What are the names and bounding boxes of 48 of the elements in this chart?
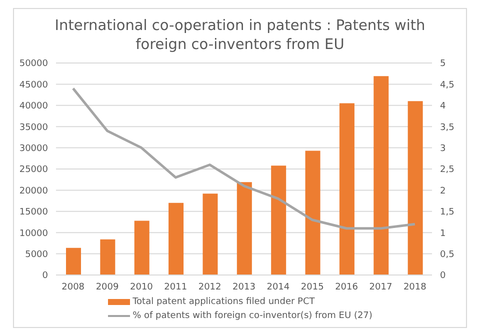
y2-tick-label: 0,5 — [440, 250, 454, 260]
y2-tick-label: 2,5 — [440, 165, 454, 176]
y2-tick-label: 4,5 — [440, 80, 454, 90]
chart-title: International co-operation in patents : Patents with foreign co-inventors from EU — [54, 17, 426, 55]
y2-tick-label: 2 — [440, 186, 446, 196]
x-tick-label: 2012 — [198, 282, 222, 292]
y2-tick-label: 5 — [440, 59, 446, 70]
bar — [236, 182, 252, 275]
x-tick-label: 2010 — [130, 282, 154, 292]
y-tick-label: 25000 — [19, 165, 48, 176]
line-series — [72, 87, 416, 230]
x-tick-label: 2017 — [369, 282, 392, 292]
legend-label: % of patents with foreign co-inventor(s) from EU (27) — [132, 310, 372, 323]
x-tick-label: 2008 — [62, 282, 85, 292]
bar — [374, 76, 389, 275]
y-tick-label: 40000 — [19, 102, 48, 112]
legend-label: Total patent applications filed under PCT — [132, 296, 315, 309]
bar — [271, 166, 286, 275]
y-tick-label: 30000 — [19, 144, 48, 154]
bar — [408, 101, 423, 275]
y2-tick-label: 3 — [440, 144, 446, 154]
bar — [339, 103, 354, 275]
y2-tick-label: 0 — [440, 271, 446, 282]
x-tick-label: 2011 — [164, 282, 188, 292]
bar — [100, 239, 116, 275]
x-tick-label: 2013 — [232, 282, 256, 292]
y2-tick-label: 1 — [440, 228, 446, 239]
bar — [305, 150, 320, 275]
y-tick-label: 15000 — [19, 208, 48, 218]
x-tick-label: 2015 — [300, 282, 324, 292]
y2-tick-label: 3,5 — [440, 122, 454, 133]
y-tick-label: 0 — [42, 271, 48, 282]
y-tick-label: 10000 — [19, 228, 48, 239]
bar — [66, 248, 81, 275]
y-tick-label: 35000 — [19, 122, 48, 133]
x-tick-label: 2016 — [335, 282, 358, 292]
x-tick-label: 2018 — [403, 282, 427, 292]
bar — [168, 202, 184, 275]
y2-tick-label: 4 — [440, 102, 446, 112]
y-tick-label: 20000 — [19, 186, 48, 196]
x-tick-label: 2009 — [96, 282, 119, 292]
y-tick-label: 5000 — [25, 250, 48, 260]
y2-tick-label: 1,5 — [440, 208, 454, 218]
bar — [134, 220, 150, 275]
y-tick-label: 50000 — [19, 59, 48, 70]
x-tick-label: 2014 — [266, 282, 290, 292]
bar — [202, 194, 218, 275]
y-tick-label: 45000 — [19, 80, 48, 90]
